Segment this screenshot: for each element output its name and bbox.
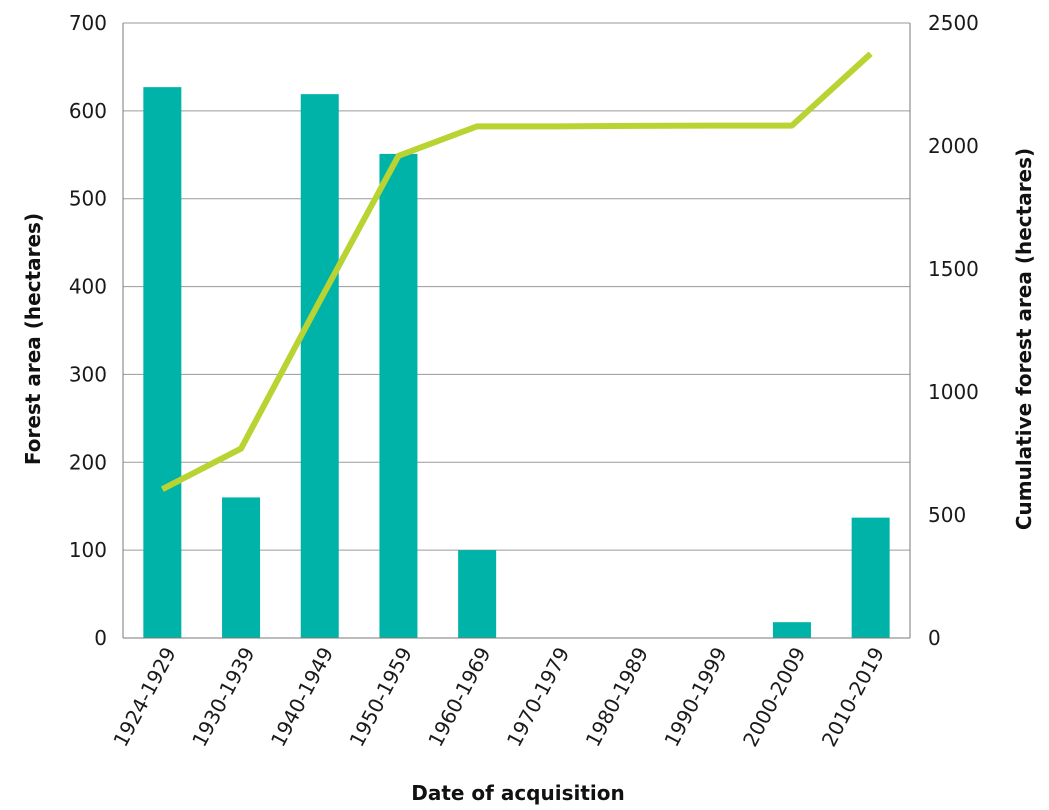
y-tick-label: 100 (69, 538, 107, 562)
cumulative-line (160, 51, 873, 492)
x-tick-label: 1970-1979 (502, 643, 574, 751)
y-tick-label: 500 (69, 187, 107, 211)
line-series (160, 51, 873, 492)
y2-tick-label: 2000 (928, 134, 979, 158)
y-tick-label: 300 (69, 362, 107, 386)
x-tick-label: 1950-1959 (344, 643, 416, 751)
x-tick-label: 1940-1949 (266, 643, 338, 751)
bar-series (143, 87, 890, 638)
y2-axis-title: Cumulative forest area (hectares) (1012, 148, 1036, 530)
x-tick-label: 1960-1969 (423, 643, 495, 751)
y2-tick-label: 0 (928, 626, 941, 650)
y-tick-label: 0 (94, 626, 107, 650)
x-tick-label: 1980-1989 (581, 643, 653, 751)
x-tick-label: 2000-2009 (738, 643, 810, 751)
bar-1940-1949 (300, 94, 339, 638)
bar-2010-2019 (851, 517, 890, 638)
bar-2000-2009 (772, 622, 811, 638)
y-axis-title: Forest area (hectares) (21, 213, 45, 465)
bar-1924-1929 (143, 87, 182, 638)
bar-1950-1959 (379, 153, 418, 638)
right-axis-ticks: 0 500 1000 1500 2000 2500 (928, 11, 979, 650)
x-tick-label: 1990-1999 (659, 643, 731, 751)
x-tick-label: 2010-2019 (817, 643, 889, 751)
y-tick-label: 400 (69, 275, 107, 299)
y2-tick-label: 1500 (928, 257, 979, 281)
y2-tick-label: 2500 (928, 11, 979, 35)
plot-frame (122, 23, 911, 639)
left-axis-ticks: 0 100 200 300 400 500 600 700 (69, 11, 107, 650)
bar-1960-1969 (458, 550, 497, 638)
x-axis-title: Date of acquisition (411, 781, 625, 805)
x-tick-label: 1924-1929 (108, 643, 180, 751)
y-tick-label: 700 (69, 11, 107, 35)
y-tick-label: 600 (69, 99, 107, 123)
y2-tick-label: 500 (928, 503, 966, 527)
bar-1930-1939 (222, 497, 261, 638)
y2-tick-label: 1000 (928, 380, 979, 404)
y-tick-label: 200 (69, 450, 107, 474)
x-tick-label: 1930-1939 (187, 643, 259, 751)
x-axis-ticks: 1924-1929 1930-1939 1940-1949 1950-1959 1960… (108, 643, 889, 751)
